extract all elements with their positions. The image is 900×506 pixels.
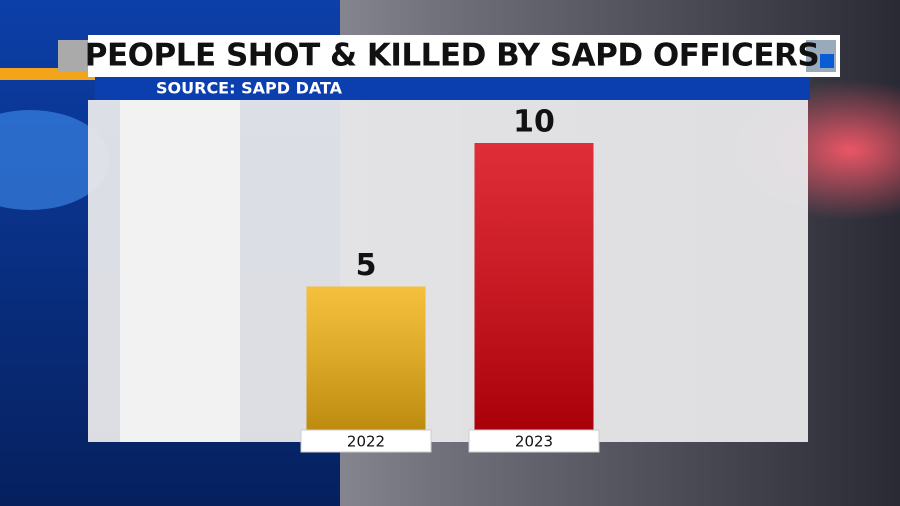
- value-label: 10: [513, 105, 555, 140]
- title-square: [820, 54, 834, 68]
- subtitle-bar: [95, 77, 810, 100]
- chart-subtitle: SOURCE: SAPD DATA: [156, 79, 343, 98]
- chart-title: PEOPLE SHOT & KILLED BY SAPD OFFICERS: [85, 38, 819, 74]
- x-tick-label: 2023: [515, 433, 553, 451]
- bar-shade: [474, 143, 594, 430]
- category-box: [300, 429, 432, 453]
- category-box: [468, 429, 600, 453]
- x-tick-label: 2022: [347, 433, 385, 451]
- panel-stripe: [120, 100, 240, 442]
- light-glow: [0, 110, 110, 210]
- title-square: [58, 40, 88, 72]
- value-label: 5: [356, 248, 377, 283]
- title-bar: [88, 35, 840, 77]
- bar-shade: [306, 286, 426, 430]
